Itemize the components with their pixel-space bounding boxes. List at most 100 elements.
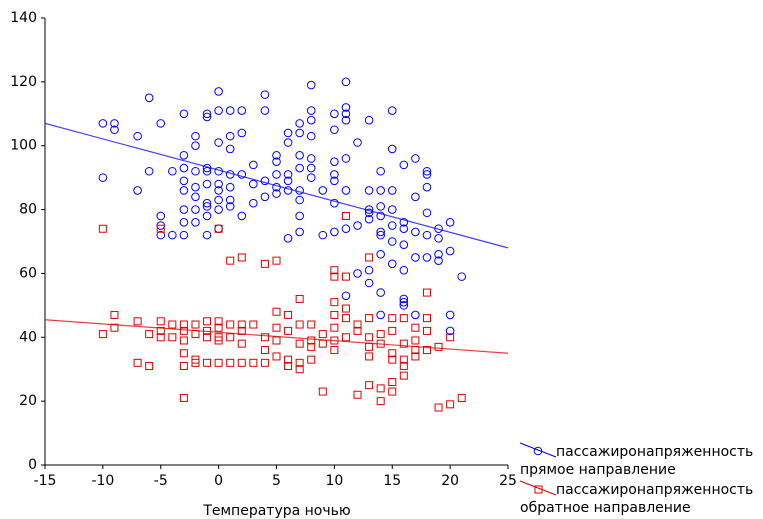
point	[179, 336, 188, 345]
point	[411, 352, 420, 361]
point	[179, 186, 189, 195]
point	[191, 330, 200, 339]
point	[445, 326, 455, 336]
y-tick-label: 100	[10, 138, 37, 154]
point	[191, 218, 200, 227]
point	[283, 138, 293, 147]
point	[341, 77, 351, 87]
point	[422, 166, 432, 176]
point	[260, 358, 269, 367]
point	[237, 211, 247, 221]
point	[445, 218, 455, 227]
point	[214, 205, 223, 214]
point	[365, 352, 374, 361]
point	[191, 141, 200, 151]
point	[330, 227, 339, 237]
point	[434, 224, 443, 234]
point	[98, 224, 107, 233]
point	[318, 230, 328, 240]
point	[260, 176, 270, 186]
point	[295, 195, 304, 205]
point	[202, 202, 212, 211]
point	[411, 323, 420, 332]
point	[446, 333, 455, 342]
point	[364, 186, 374, 195]
point	[376, 249, 385, 259]
point	[110, 310, 119, 319]
point	[156, 119, 166, 128]
point	[388, 387, 397, 396]
point	[376, 397, 385, 406]
point	[341, 103, 351, 112]
x-tick-label: 10	[325, 473, 343, 489]
point	[202, 179, 212, 189]
point	[191, 131, 200, 141]
point	[284, 326, 293, 335]
point	[133, 131, 142, 141]
point	[318, 387, 327, 396]
point	[330, 176, 339, 186]
point	[237, 106, 247, 115]
point	[306, 115, 316, 125]
point	[295, 294, 304, 303]
point	[422, 230, 432, 240]
point	[156, 230, 166, 240]
point	[341, 272, 350, 281]
point	[306, 163, 316, 173]
point	[364, 278, 374, 288]
point	[214, 179, 223, 189]
point	[295, 128, 304, 138]
point	[214, 106, 223, 115]
point	[98, 330, 107, 339]
point	[399, 265, 409, 275]
point	[283, 170, 293, 179]
point	[376, 227, 385, 237]
point	[422, 170, 432, 179]
point	[306, 131, 316, 141]
point	[341, 291, 351, 301]
point	[399, 224, 409, 234]
point	[376, 384, 385, 393]
point	[179, 109, 189, 119]
point	[399, 160, 409, 170]
point	[156, 333, 165, 342]
point	[295, 227, 304, 237]
point	[388, 377, 397, 386]
point	[457, 393, 466, 402]
point	[133, 358, 142, 367]
point	[411, 227, 420, 237]
point	[411, 346, 420, 355]
legend-label: пассажиронапряженность прямое направлени…	[520, 444, 754, 478]
point	[214, 87, 223, 96]
x-tick-label: -15	[34, 473, 57, 489]
legend-marker	[533, 446, 543, 456]
point	[365, 314, 374, 323]
point	[411, 154, 420, 163]
y-tick-label: 0	[28, 457, 37, 473]
x-tick-label: 5	[272, 473, 281, 489]
point	[98, 173, 108, 182]
point	[179, 230, 189, 240]
point	[272, 150, 281, 160]
point	[145, 362, 154, 371]
point	[272, 189, 281, 198]
y-tick-label: 20	[19, 393, 37, 409]
point	[399, 301, 409, 310]
point	[388, 314, 397, 323]
point	[364, 265, 374, 275]
point	[179, 163, 189, 173]
point	[144, 93, 154, 103]
point	[133, 186, 142, 195]
point	[156, 317, 165, 326]
point	[249, 358, 258, 367]
point	[249, 179, 258, 189]
point	[225, 170, 235, 179]
point	[237, 170, 247, 179]
point	[237, 320, 246, 329]
point	[341, 154, 351, 163]
point	[295, 320, 304, 329]
point	[399, 362, 408, 371]
point	[225, 131, 235, 141]
point	[434, 249, 443, 259]
